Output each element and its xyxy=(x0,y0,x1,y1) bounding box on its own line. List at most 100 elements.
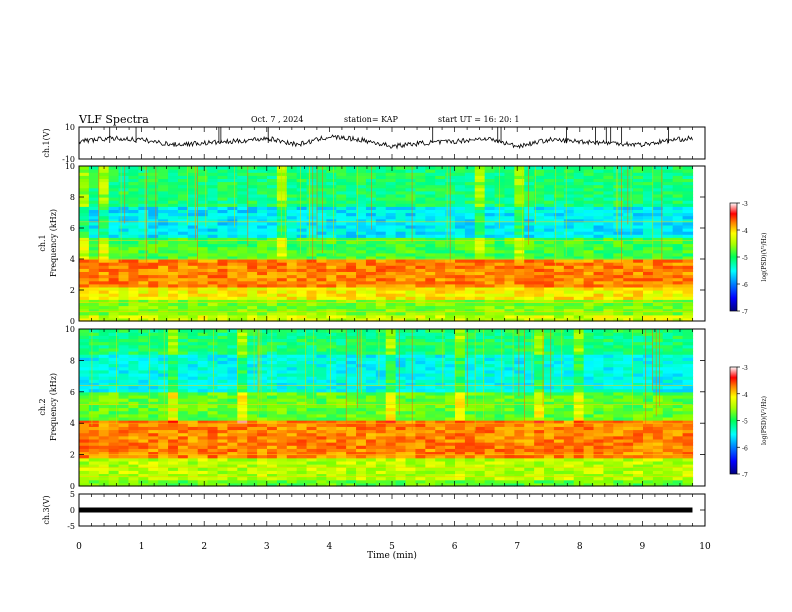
spectrogram-cell xyxy=(346,215,357,220)
spectrogram-cell xyxy=(79,286,90,291)
spectrogram-cell xyxy=(197,308,209,313)
spectrogram-cell xyxy=(306,457,318,462)
spectrogram-cell xyxy=(197,218,209,223)
spectrogram-cell xyxy=(237,429,248,434)
spectrogram-cell xyxy=(425,442,436,446)
spectrogram-cell xyxy=(267,181,278,186)
spectrogram-cell xyxy=(365,385,377,390)
spectrogram-cell xyxy=(544,302,555,307)
spectrogram-cell xyxy=(108,416,120,421)
spectrogram-cell xyxy=(108,228,120,232)
spectrogram-cell xyxy=(365,231,377,235)
spectrogram-cell xyxy=(633,317,644,322)
spectrogram-cell xyxy=(79,305,90,310)
spectrogram-cell xyxy=(197,166,209,170)
spectrogram-cell xyxy=(227,166,238,170)
spectrogram-cell xyxy=(267,354,278,358)
spectrogram-cell xyxy=(603,243,614,248)
spectrogram-cell xyxy=(336,413,347,418)
spectrogram-cell xyxy=(158,296,169,300)
spectrogram-cell xyxy=(395,338,407,343)
spectrogram-cell xyxy=(306,329,318,333)
spectrogram-cell xyxy=(286,243,298,248)
spectrogram-cell xyxy=(207,332,219,336)
spectrogram-cell xyxy=(247,314,258,319)
spectrogram-cell xyxy=(168,265,179,269)
spectrogram-cell xyxy=(227,435,238,440)
spectrogram-cell xyxy=(385,338,397,343)
spectrogram-cell xyxy=(118,200,130,204)
spectrogram-cell xyxy=(197,246,209,251)
spectrogram-cell xyxy=(88,286,100,291)
spectrogram-cell xyxy=(553,215,565,220)
spectrogram-cell xyxy=(98,420,110,424)
spectrogram-cell xyxy=(79,473,90,478)
spectrogram-cell xyxy=(138,369,149,374)
spectrogram-cell xyxy=(118,296,130,300)
spectrogram-cell xyxy=(464,252,476,257)
spectrogram-cell xyxy=(603,215,614,220)
spectrogram-cell xyxy=(534,231,545,235)
spectrogram-cell xyxy=(544,193,555,198)
spectrogram-cell xyxy=(583,228,595,232)
spectrogram-cell xyxy=(118,413,130,418)
spectrogram-cell xyxy=(158,262,169,266)
spectrogram-cell xyxy=(425,314,436,319)
spectrogram-cell xyxy=(217,445,229,449)
spectrogram-cell xyxy=(553,243,565,248)
spectrogram-cell xyxy=(375,221,387,226)
spectrogram-cell xyxy=(326,237,337,241)
spectrogram-cell xyxy=(296,190,308,195)
spectrogram-cell xyxy=(504,314,515,319)
spectrogram-cell xyxy=(168,366,179,371)
spectrogram-cell xyxy=(227,299,238,303)
spectrogram-cell xyxy=(128,252,139,257)
spectrogram-cell xyxy=(435,426,446,431)
spectrogram-cell xyxy=(415,184,426,189)
spectrogram-cell xyxy=(375,350,387,355)
spectrogram-cell xyxy=(227,401,238,405)
spectrogram-cell xyxy=(346,435,357,440)
spectrogram-cell xyxy=(306,200,318,204)
spectrogram-cell xyxy=(405,193,417,198)
spectrogram-cell xyxy=(573,299,585,303)
spectrogram-cell xyxy=(276,203,288,207)
spectrogram-cell xyxy=(276,175,288,179)
spectrogram-cell xyxy=(415,265,426,269)
spectrogram-cell xyxy=(474,224,486,229)
spectrogram-cell xyxy=(98,442,110,446)
spectrogram-cell xyxy=(563,252,575,257)
spectrogram-cell xyxy=(197,448,209,453)
spectrogram-cell xyxy=(643,243,654,248)
spectrogram-cell xyxy=(643,290,654,294)
spectrogram-cell xyxy=(346,314,357,319)
spectrogram-cell xyxy=(326,470,337,475)
spectrogram-cell xyxy=(247,262,258,266)
spectrogram-cell xyxy=(247,265,258,269)
spectrogram-cell xyxy=(98,363,110,368)
spectrogram-cell xyxy=(138,259,149,263)
spectrogram-cell xyxy=(168,350,179,355)
spectrogram-cell xyxy=(464,166,476,170)
spectrogram-cell xyxy=(177,314,189,319)
spectrogram-cell xyxy=(385,237,397,241)
spectrogram-cell xyxy=(603,293,614,297)
spectrogram-cell xyxy=(88,243,100,248)
spectrogram-cell xyxy=(168,175,179,179)
spectrogram-cell xyxy=(276,221,288,226)
spectrogram-cell xyxy=(504,283,515,288)
spectrogram-cell xyxy=(257,357,268,361)
spectrogram-cell xyxy=(652,290,664,294)
spectrogram-cell xyxy=(148,350,159,355)
spectrogram-cell xyxy=(346,416,357,421)
spectrogram-cell xyxy=(227,457,238,462)
spectrogram-cell xyxy=(375,445,387,449)
spectrogram-cell xyxy=(88,416,100,421)
spectrogram-cell xyxy=(672,274,684,279)
spectrogram-cell xyxy=(138,394,149,399)
spectrogram-cell xyxy=(79,423,90,427)
spectrogram-cell xyxy=(385,410,397,415)
spectrogram-cell xyxy=(168,476,179,481)
spectrogram-cell xyxy=(662,280,674,285)
spectrogram-cell xyxy=(336,335,347,340)
